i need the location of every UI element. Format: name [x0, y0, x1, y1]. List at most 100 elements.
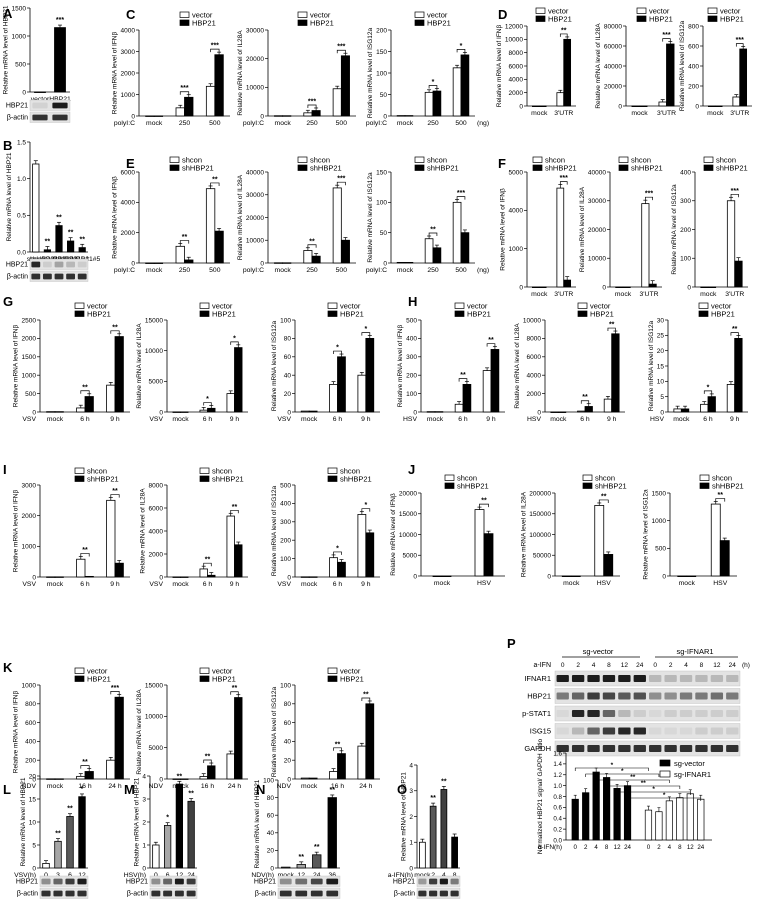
significance-mark: **: [177, 773, 183, 780]
blot-strip: [29, 258, 89, 270]
bar: [303, 250, 313, 264]
blot-band: [618, 692, 631, 700]
significance-mark: **: [609, 322, 615, 329]
bar: [163, 825, 172, 869]
legend-label: HBP21: [590, 310, 614, 319]
legend-label: shcon: [340, 467, 360, 476]
significance-mark: **: [55, 831, 61, 838]
x-tick-label: 24 h: [359, 783, 372, 790]
significance-bracket: [110, 330, 120, 334]
bar: [648, 283, 657, 288]
y-tick-label: 150: [376, 49, 387, 56]
legend-swatch: [199, 675, 210, 682]
bar: [300, 576, 310, 578]
y-tick-label: 0.2: [553, 826, 562, 833]
x-tick-label: mock: [47, 581, 64, 588]
legend-label: shHBP21: [340, 475, 372, 484]
significance-mark: *: [336, 345, 339, 352]
y-tick-label: 0: [537, 409, 541, 416]
panel-label-e: E: [126, 156, 135, 171]
significance-bracket: [574, 767, 649, 771]
bar: [153, 115, 164, 117]
y-tick-label: 0: [159, 574, 163, 581]
bar: [357, 514, 367, 578]
x-tick-label: 12: [176, 872, 184, 879]
bar: [719, 540, 730, 577]
y-tick-label: 1000: [22, 544, 37, 551]
bar: [106, 499, 116, 578]
bar: [563, 38, 572, 107]
bar: [55, 225, 63, 253]
legend-label: vector: [212, 667, 233, 676]
panel-label-c: C: [126, 7, 136, 22]
significance-mark: *: [663, 792, 666, 799]
blot-band: [77, 273, 87, 280]
panel-p-chart: 0.0 0.2 0.4 0.6 0.8 1.0 1.2 1.4 1.6 Normalized HB…: [537, 739, 712, 854]
bar: [594, 505, 605, 577]
bar: [700, 286, 709, 289]
blot-time-label: 12: [621, 662, 629, 669]
x-tick-label: 24: [624, 844, 631, 851]
x-tick-label: 2: [431, 872, 435, 879]
legend-swatch: [698, 302, 709, 309]
significance-bracket: [333, 350, 342, 355]
bar: [707, 286, 717, 289]
significance-bracket: [307, 104, 317, 108]
legend-swatch: [327, 475, 338, 482]
legend-swatch: [618, 164, 629, 171]
significance-mark: **: [601, 493, 607, 500]
y-tick-label: 4000: [527, 373, 542, 380]
y-tick-label: 20: [284, 391, 292, 398]
bar: [570, 575, 581, 578]
blot-band: [310, 878, 323, 885]
y-tick-label: 200: [688, 83, 699, 90]
significance-bracket: [456, 49, 466, 53]
x-tick-label: 6 h: [703, 416, 713, 423]
x-tick-label: 8: [678, 844, 682, 851]
y-tick-label: 20000: [246, 56, 264, 63]
bar: [700, 403, 709, 413]
blot-band: [633, 692, 646, 700]
significance-mark: **: [56, 214, 62, 221]
y-tick-label: 15000: [145, 317, 163, 324]
blot-band: [726, 727, 739, 735]
bar: [429, 805, 437, 869]
y-tick-label: 100: [280, 682, 291, 689]
legend-swatch: [659, 770, 671, 778]
x-tick-label: mock: [47, 416, 64, 423]
significance-bracket: [80, 390, 90, 394]
x-tick-label: mock: [631, 110, 648, 117]
blot-group-label: sg-IFNAR1: [676, 647, 713, 656]
bar: [365, 337, 375, 413]
blot-band: [602, 727, 616, 735]
y-tick-label: 1: [142, 842, 146, 849]
bar: [205, 188, 216, 264]
bar: [46, 411, 56, 413]
y-tick-label: 15: [29, 796, 37, 803]
y-axis-label: Relative mRNA level of IFNβ: [112, 176, 119, 259]
blot-band: [295, 890, 308, 897]
blot-time-label: 2: [576, 662, 580, 669]
blot-band: [587, 692, 600, 700]
y-tick-label: 200: [280, 538, 291, 545]
bar: [296, 864, 306, 869]
blot-band: [587, 710, 600, 717]
bar: [34, 91, 46, 93]
blot-strip: [149, 875, 198, 887]
bar: [199, 568, 208, 578]
significance-bracket: [595, 779, 670, 783]
bar: [106, 384, 116, 413]
blot-strip: [149, 887, 198, 899]
legend-swatch: [327, 302, 338, 309]
significance-bracket: [230, 341, 239, 345]
significance-mark: *: [652, 786, 655, 793]
bar: [550, 411, 559, 413]
blot-band-label: β-actin: [7, 273, 28, 280]
panel-label-g: G: [3, 294, 13, 309]
x-tick-label: 24 h: [228, 783, 241, 790]
bar: [677, 575, 688, 578]
